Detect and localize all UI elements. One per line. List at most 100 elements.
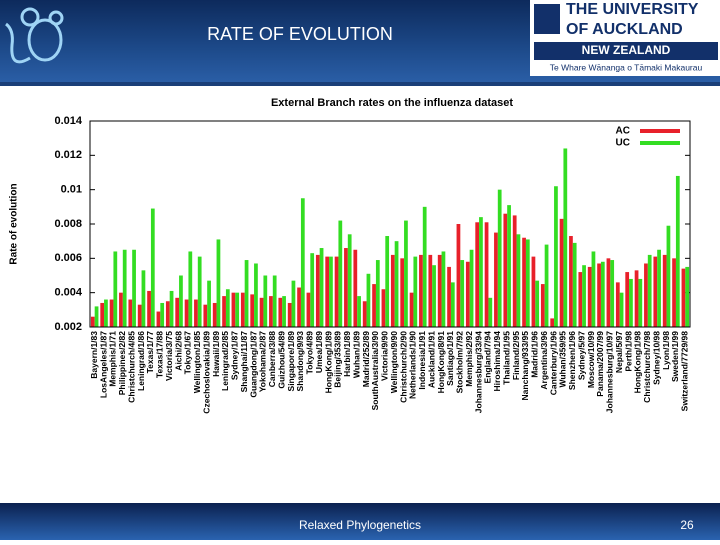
bar: [404, 220, 408, 327]
logo-band: [534, 42, 718, 60]
x-tick-label: Madrid/252/89: [361, 331, 371, 387]
bar: [109, 299, 114, 327]
bar: [634, 270, 639, 327]
bar: [591, 251, 596, 327]
bar: [141, 270, 146, 327]
x-tick-label: SouthAustralia/3/90: [370, 331, 380, 411]
bar: [113, 251, 118, 327]
university-logo: THE UNIVERSITY OF AUCKLAND NEW ZEALAND T…: [530, 0, 720, 76]
x-tick-label: Christchurch/7/98: [642, 331, 652, 403]
x-tick-label: Argentina/3/96: [539, 331, 549, 390]
bar: [216, 239, 221, 327]
y-tick-label: 0.008: [54, 218, 82, 230]
x-tick-label: HongKong/8/91: [436, 331, 446, 394]
bar: [681, 268, 686, 327]
bar: [625, 272, 630, 327]
x-tick-label: England/7/94: [483, 331, 493, 384]
bar: [497, 189, 502, 327]
bar: [460, 260, 465, 327]
bar: [494, 232, 498, 327]
bar: [194, 299, 198, 327]
x-tick-label: LosAngeles/1/87: [98, 331, 108, 398]
bar: [297, 287, 301, 327]
x-tick-label: Switzerland/7729/98: [680, 331, 690, 412]
bar: [325, 256, 330, 327]
x-tick-label: Panama/2007/99: [595, 331, 605, 397]
bar: [422, 206, 427, 327]
x-tick-label: Umea/1/89: [314, 331, 324, 373]
x-tick-label: Victoria/3/75: [164, 331, 174, 381]
x-tick-label: Wuhan/1/89: [351, 331, 361, 378]
bar: [569, 236, 573, 327]
logo-box: [530, 0, 720, 76]
bar: [147, 290, 151, 327]
bar: [653, 256, 658, 327]
x-tick-label: Canterbury/1/96: [548, 331, 558, 396]
bar: [366, 273, 371, 327]
mouse-logo: [5, 7, 64, 64]
bar: [479, 217, 483, 327]
bar: [535, 280, 540, 327]
bar: [381, 289, 386, 327]
x-tick-label: Auckland/1/91: [426, 331, 436, 388]
bar: [432, 265, 436, 327]
x-tick-label: Wuhan/359/95: [558, 331, 568, 388]
bar: [606, 258, 611, 327]
bar: [488, 297, 493, 327]
bar: [179, 275, 183, 327]
y-tick-label: 0.002: [54, 321, 82, 333]
x-tick-label: Sweden/1/99: [670, 331, 680, 382]
bar: [244, 260, 249, 327]
x-tick-label: HongKong/1/98: [633, 331, 643, 394]
bar: [94, 306, 99, 327]
bar: [291, 280, 296, 327]
x-tick-label: Canberra/3/88: [267, 331, 277, 387]
bar: [319, 248, 324, 327]
x-tick-label: Shenzhen/1/96: [567, 331, 577, 390]
bar: [188, 251, 193, 327]
bar: [484, 222, 489, 327]
x-tick-label: Victoria/9/90: [380, 331, 390, 381]
bar: [610, 260, 615, 327]
footer-bar: [0, 503, 720, 540]
bar: [437, 254, 442, 327]
bar: [666, 225, 671, 327]
x-tick-label: Harbin/1/89: [342, 331, 352, 377]
bar: [450, 282, 455, 327]
bar: [250, 294, 255, 327]
bar: [104, 299, 108, 327]
x-tick-label: Sydney/5/97: [576, 331, 586, 380]
bar: [465, 261, 470, 327]
bar: [400, 258, 405, 327]
x-tick-label: Tokyo/4/89: [305, 331, 315, 375]
bar: [150, 208, 155, 327]
x-tick-label: Leningrad/1/86: [136, 331, 146, 391]
bar: [587, 266, 592, 327]
x-tick-label: Netherlands/1/90: [408, 331, 418, 399]
bar: [225, 289, 230, 327]
bar: [334, 256, 339, 327]
bar: [122, 249, 127, 327]
bar: [338, 220, 343, 327]
x-tick-label: Wellington/1/85: [192, 331, 202, 393]
bar: [263, 275, 268, 327]
bar: [582, 265, 586, 327]
logo-crest: [534, 4, 560, 34]
bar: [619, 292, 624, 327]
bar: [362, 301, 367, 327]
x-tick-label: Philippines/2/82: [117, 331, 127, 396]
bar: [175, 297, 180, 327]
bar: [300, 198, 305, 327]
footer-text: Relaxed Phylogenetics: [299, 518, 421, 532]
x-tick-label: Wellington/9/90: [389, 331, 399, 393]
logo-text: Te Whare Wānanga o Tāmaki Makaurau: [550, 62, 703, 72]
bar: [353, 249, 358, 327]
bar: [156, 311, 161, 327]
x-tick-label: Bayern/1/83: [89, 331, 99, 379]
bar: [475, 222, 480, 327]
bar: [559, 218, 564, 327]
bar: [394, 241, 399, 327]
x-tick-label: Shandong/9/93: [295, 331, 305, 392]
bar: [212, 302, 217, 327]
